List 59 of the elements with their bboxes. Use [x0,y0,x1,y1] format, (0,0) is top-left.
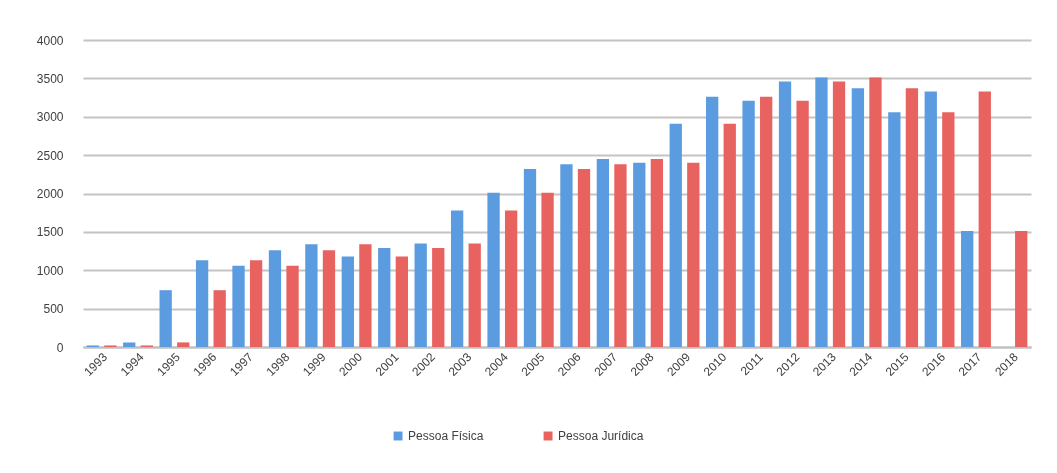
bar [177,342,190,347]
y-tick-label: 2000 [36,187,64,201]
bar [341,256,354,347]
bar [633,162,646,347]
bar [577,168,591,347]
bar [1015,231,1028,347]
bar [432,247,445,347]
bar [961,231,974,347]
bar [815,77,828,347]
bar [305,244,318,347]
bar [614,164,627,347]
bar [414,243,427,347]
bar [523,168,537,347]
bar [560,164,573,347]
bar [905,88,919,347]
bar [742,100,755,347]
bar [942,112,955,347]
y-tick-label: 3000 [36,110,64,125]
y-tick-label: 500 [43,302,64,317]
bar [723,123,736,347]
bar [286,265,299,347]
bar [796,100,809,347]
bar [359,244,372,347]
bar [249,260,263,347]
legend-label: Pessoa Física [408,429,484,443]
bar [159,290,172,347]
bar [888,112,901,347]
y-tick-label: 0 [56,340,64,355]
bar [123,342,136,347]
bar [213,290,226,347]
legend-label: Pessoa Jurídica [558,429,644,443]
bar [687,162,700,347]
bar [322,250,336,347]
bar [778,81,792,347]
bar [395,256,408,347]
y-tick-label: 3500 [36,71,64,86]
bar [268,250,282,347]
bar [650,158,664,347]
bar [195,260,209,347]
bar [378,247,391,347]
bar [541,192,554,347]
bar [832,81,846,347]
bar [851,88,865,347]
bar [487,192,500,347]
bar [924,91,937,347]
bar [232,265,245,347]
bar [468,243,481,347]
bar [450,210,464,347]
bar [706,96,719,347]
bar [504,210,518,347]
bar [978,91,991,347]
y-tick-label: 1000 [36,263,64,278]
bar [596,158,610,347]
y-tick-label: 4000 [36,33,64,48]
y-tick-label: 1500 [36,225,64,240]
y-tick-label: 2500 [36,148,64,163]
bar [869,77,882,347]
bar [760,96,773,347]
bar [669,123,682,347]
